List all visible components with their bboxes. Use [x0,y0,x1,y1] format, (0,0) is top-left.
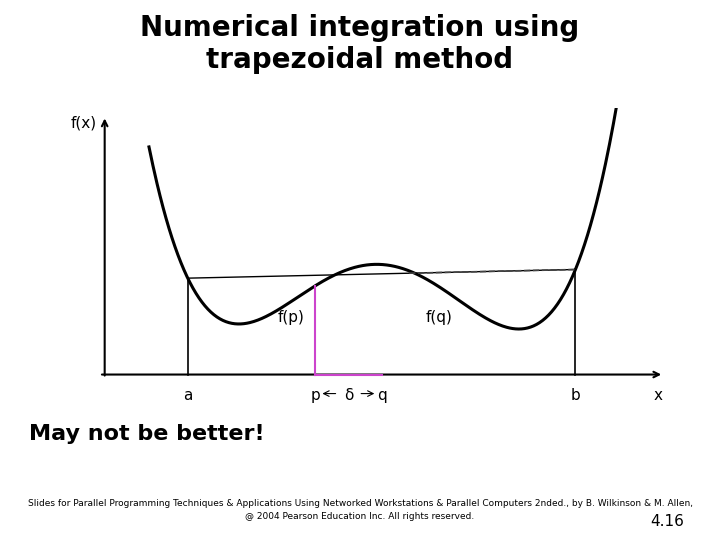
Text: f(p): f(p) [277,310,304,325]
Text: 4.16: 4.16 [650,514,684,529]
Text: a: a [183,388,192,403]
Text: x: x [654,388,663,403]
Text: b: b [570,388,580,403]
Text: Numerical integration using
trapezoidal method: Numerical integration using trapezoidal … [140,14,580,74]
Text: f(x): f(x) [71,116,96,131]
Text: @ 2004 Pearson Education Inc. All rights reserved.: @ 2004 Pearson Education Inc. All rights… [246,512,474,521]
Text: p: p [310,388,320,403]
Text: May not be better!: May not be better! [29,424,264,444]
Text: q: q [377,388,387,403]
Text: f(q): f(q) [426,310,453,325]
Text: Slides for Parallel Programming Techniques & Applications Using Networked Workst: Slides for Parallel Programming Techniqu… [27,500,693,509]
Text: δ: δ [343,388,353,403]
